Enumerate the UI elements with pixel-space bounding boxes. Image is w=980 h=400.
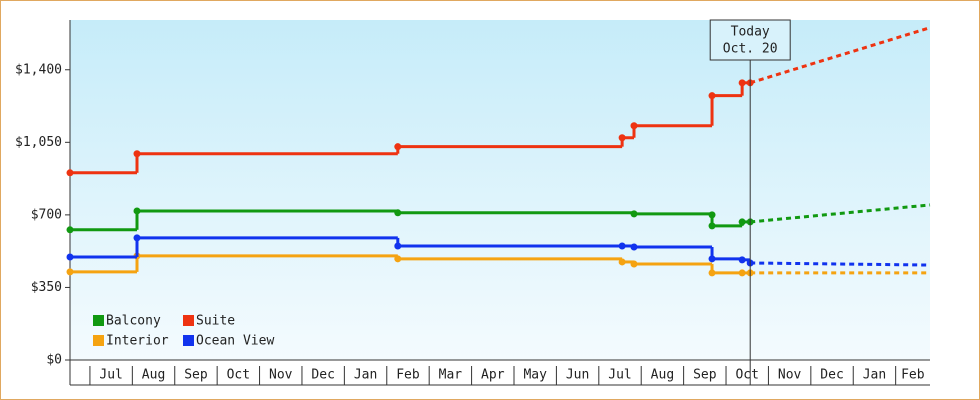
y-tick-label: $1,400: [15, 62, 62, 77]
point: [66, 268, 74, 276]
y-tick-label: $0: [46, 353, 62, 368]
legend-swatch: [183, 335, 194, 346]
x-tick-label: Feb: [396, 368, 420, 383]
x-tick-label: May: [523, 368, 547, 383]
point: [618, 242, 626, 250]
x-tick-label: Oct: [735, 368, 758, 383]
point: [708, 269, 716, 277]
x-tick-label: Nov: [778, 368, 802, 383]
forecast-line: [750, 261, 931, 267]
legend-swatch: [93, 335, 104, 346]
y-tick-label: $350: [31, 280, 62, 295]
today-label: Today: [731, 25, 770, 40]
legend-swatch: [93, 315, 104, 326]
x-tick-label: Jul: [99, 368, 122, 383]
point: [133, 150, 141, 158]
point: [394, 209, 402, 217]
point: [738, 256, 746, 264]
point: [630, 243, 638, 251]
series: [66, 252, 930, 277]
point: [618, 134, 626, 142]
x-tick-label: Jan: [354, 368, 377, 383]
x-tick-label: Sep: [184, 368, 208, 383]
today-label: Oct. 20: [723, 42, 778, 57]
point: [630, 122, 638, 130]
point: [630, 210, 638, 218]
point: [708, 255, 716, 263]
point: [66, 169, 74, 177]
x-tick-label: Sep: [693, 368, 717, 383]
legend-label: Ocean View: [196, 334, 274, 349]
legend-label: Interior: [106, 334, 169, 349]
x-tick-label: Jan: [863, 368, 886, 383]
x-tick-label: Nov: [269, 368, 293, 383]
plot-area: [70, 20, 930, 360]
y-tick-label: $700: [31, 207, 62, 222]
legend-swatch: [183, 315, 194, 326]
series: [66, 203, 931, 234]
point: [66, 253, 74, 261]
forecast-line: [750, 203, 931, 224]
point: [394, 255, 402, 263]
point: [738, 79, 746, 87]
point: [630, 260, 638, 268]
legend-label: Suite: [196, 314, 235, 329]
series: [66, 26, 931, 177]
x-tick-label: Jul: [608, 368, 631, 383]
x-tick-label: Apr: [481, 368, 505, 383]
point: [394, 143, 402, 151]
today-box: [709, 19, 791, 61]
x-tick-label: Jun: [566, 368, 589, 383]
point: [133, 207, 141, 215]
series: [66, 234, 931, 267]
point: [738, 218, 746, 226]
x-tick-label: Feb: [901, 368, 925, 383]
point: [738, 269, 746, 277]
point: [618, 258, 626, 266]
x-tick-label: Mar: [439, 368, 463, 383]
point: [708, 222, 716, 230]
point: [133, 234, 141, 242]
x-tick-label: Oct: [227, 368, 250, 383]
point: [66, 226, 74, 234]
x-tick-label: Dec: [820, 368, 843, 383]
x-tick-label: Aug: [142, 368, 165, 383]
point: [394, 242, 402, 250]
x-tick-label: Aug: [651, 368, 674, 383]
x-tick-label: Dec: [311, 368, 334, 383]
y-tick-label: $1,050: [15, 135, 62, 150]
legend-label: Balcony: [106, 314, 161, 329]
point: [708, 211, 716, 219]
forecast-line: [749, 26, 931, 85]
point: [708, 92, 716, 100]
